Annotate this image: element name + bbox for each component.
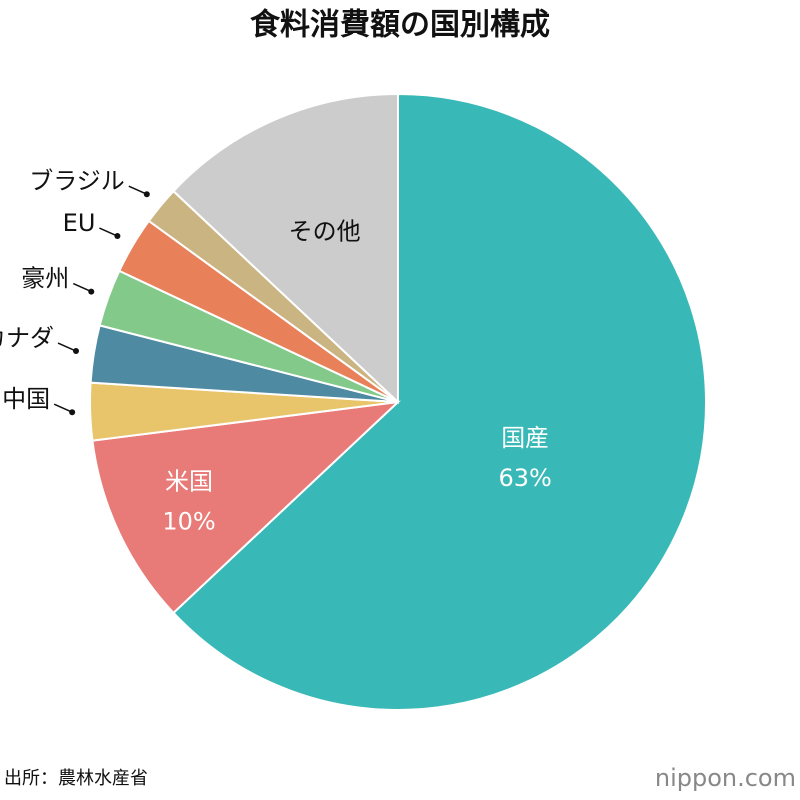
slice-label: カナダ: [0, 324, 54, 352]
pie-slice: [172, 92, 707, 711]
slice-label: 中国: [2, 385, 50, 413]
pie-slice: [91, 400, 401, 615]
slice-label: 国産: [501, 424, 549, 452]
leader-line: [99, 227, 118, 237]
slice-label: ブラジル: [29, 167, 125, 195]
value-label: 63%: [499, 464, 552, 492]
slice-label: その他: [289, 217, 361, 245]
slice-label: 豪州: [21, 265, 69, 293]
leader-line: [53, 403, 73, 413]
leader-line: [72, 282, 92, 293]
chart-title: 食料消費額の国別構成: [250, 8, 550, 43]
pie-slice: [172, 92, 399, 405]
leader-line: [128, 185, 148, 195]
logo: nippon.com: [655, 764, 796, 792]
source: 出所：農林水産省: [4, 768, 148, 789]
leader-line: [57, 342, 77, 352]
slice-label: EU: [63, 209, 96, 237]
slice-label: 米国: [165, 467, 213, 495]
value-label: 10%: [162, 507, 215, 535]
